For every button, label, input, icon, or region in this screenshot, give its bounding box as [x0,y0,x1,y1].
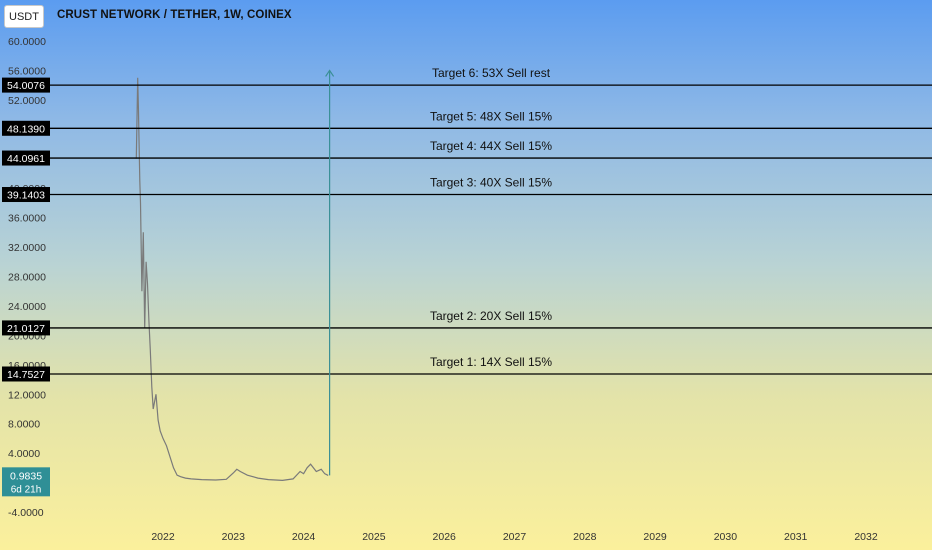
current-price-label: 0.9835 [10,470,42,482]
y-tick-label: 36.0000 [8,213,46,225]
y-tick-label: -4.0000 [8,507,44,519]
y-tick-label: 60.0000 [8,36,46,48]
x-tick-label: 2022 [151,531,175,543]
price-series-line [135,77,329,482]
x-tick-label: 2025 [362,531,386,543]
y-tick-label: 52.0000 [8,95,46,107]
projection-arrow-head [325,69,335,77]
target-label: Target 5: 48X Sell 15% [430,109,552,123]
target-label: Target 1: 14X Sell 15% [430,355,552,369]
target-price-label: 48.1390 [7,123,45,135]
target-price-label: 44.0961 [7,153,45,165]
target-price-tag [2,150,50,166]
target-price-tag [2,320,50,336]
y-tick-label: 4.0000 [8,448,40,460]
x-tick-label: 2030 [714,531,738,543]
quote-currency-button[interactable]: USDT [4,5,44,28]
target-price-label: 54.0076 [7,80,45,92]
target-label: Target 2: 20X Sell 15% [430,309,552,323]
x-tick-label: 2023 [222,531,246,543]
y-tick-label: 32.0000 [8,242,46,254]
y-tick-label: 28.0000 [8,272,46,284]
y-tick-label: 24.0000 [8,301,46,313]
target-label: Target 6: 53X Sell rest [432,66,551,80]
y-tick-label: 12.0000 [8,389,46,401]
x-tick-label: 2027 [503,531,527,543]
target-price-label: 21.0127 [7,323,45,335]
target-price-label: 39.1403 [7,190,45,202]
target-price-tag [2,120,50,136]
target-price-tag [2,366,50,382]
target-label: Target 4: 44X Sell 15% [430,139,552,153]
current-price-tag [2,467,50,497]
x-tick-label: 2026 [433,531,457,543]
target-price-tag [2,187,50,203]
y-tick-label: 8.0000 [8,419,40,431]
target-price-label: 14.7527 [7,369,45,381]
x-tick-label: 2031 [784,531,808,543]
bar-countdown-label: 6d 21h [11,484,42,495]
x-tick-label: 2024 [292,531,316,543]
x-tick-label: 2029 [643,531,667,543]
symbol-title: CRUST NETWORK / TETHER, 1W, COINEX [57,9,292,21]
x-tick-label: 2032 [854,531,878,543]
x-tick-label: 2028 [573,531,597,543]
y-tick-label: 56.0000 [8,65,46,77]
target-price-tag [2,77,50,93]
target-label: Target 3: 40X Sell 15% [430,176,552,190]
